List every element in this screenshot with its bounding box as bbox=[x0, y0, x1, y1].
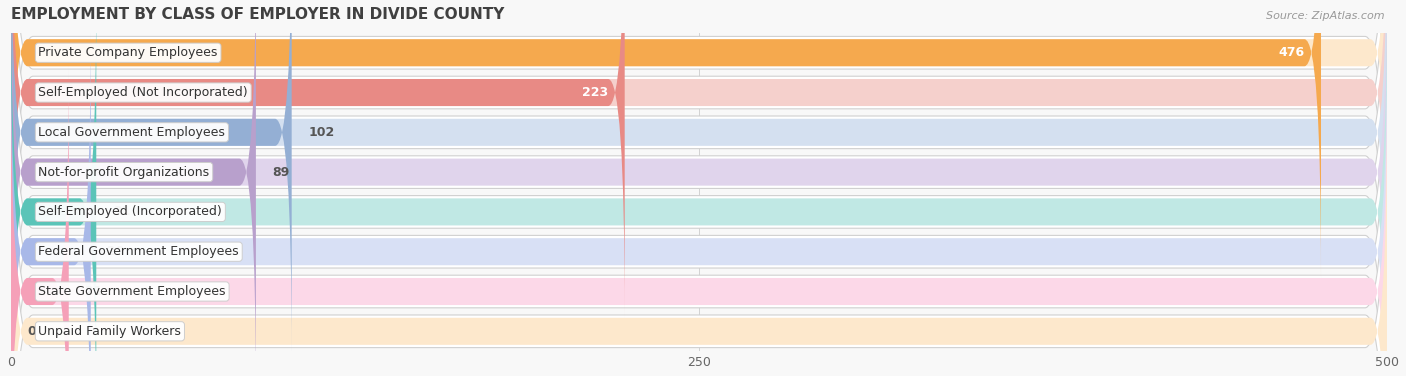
Text: 0: 0 bbox=[28, 325, 37, 338]
FancyBboxPatch shape bbox=[11, 0, 1388, 376]
FancyBboxPatch shape bbox=[11, 0, 291, 358]
Text: State Government Employees: State Government Employees bbox=[38, 285, 226, 298]
FancyBboxPatch shape bbox=[11, 0, 256, 376]
Text: 21: 21 bbox=[86, 285, 103, 298]
FancyBboxPatch shape bbox=[11, 66, 69, 376]
Text: EMPLOYMENT BY CLASS OF EMPLOYER IN DIVIDE COUNTY: EMPLOYMENT BY CLASS OF EMPLOYER IN DIVID… bbox=[11, 7, 505, 22]
FancyBboxPatch shape bbox=[11, 0, 1388, 376]
Text: 29: 29 bbox=[107, 245, 125, 258]
Text: 89: 89 bbox=[273, 165, 290, 179]
FancyBboxPatch shape bbox=[11, 0, 96, 376]
FancyBboxPatch shape bbox=[11, 26, 1388, 376]
Text: Unpaid Family Workers: Unpaid Family Workers bbox=[38, 325, 181, 338]
FancyBboxPatch shape bbox=[11, 106, 1388, 376]
FancyBboxPatch shape bbox=[11, 0, 1388, 376]
Text: Self-Employed (Not Incorporated): Self-Employed (Not Incorporated) bbox=[38, 86, 247, 99]
FancyBboxPatch shape bbox=[11, 29, 1388, 376]
FancyBboxPatch shape bbox=[11, 66, 1388, 376]
Text: 223: 223 bbox=[582, 86, 609, 99]
FancyBboxPatch shape bbox=[11, 0, 1322, 278]
Text: Not-for-profit Organizations: Not-for-profit Organizations bbox=[38, 165, 209, 179]
FancyBboxPatch shape bbox=[11, 0, 1388, 355]
FancyBboxPatch shape bbox=[11, 0, 1388, 376]
Text: Source: ZipAtlas.com: Source: ZipAtlas.com bbox=[1267, 11, 1385, 21]
FancyBboxPatch shape bbox=[11, 0, 1388, 318]
FancyBboxPatch shape bbox=[11, 0, 1388, 376]
Text: 476: 476 bbox=[1278, 46, 1305, 59]
Text: Self-Employed (Incorporated): Self-Employed (Incorporated) bbox=[38, 205, 222, 218]
FancyBboxPatch shape bbox=[11, 0, 1388, 376]
FancyBboxPatch shape bbox=[11, 0, 1388, 358]
Text: 102: 102 bbox=[308, 126, 335, 139]
Text: Local Government Employees: Local Government Employees bbox=[38, 126, 225, 139]
Text: Federal Government Employees: Federal Government Employees bbox=[38, 245, 239, 258]
FancyBboxPatch shape bbox=[11, 0, 1388, 376]
Text: 31: 31 bbox=[112, 205, 131, 218]
Text: Private Company Employees: Private Company Employees bbox=[38, 46, 218, 59]
FancyBboxPatch shape bbox=[11, 0, 624, 318]
FancyBboxPatch shape bbox=[11, 26, 91, 376]
FancyBboxPatch shape bbox=[11, 0, 1388, 278]
FancyBboxPatch shape bbox=[11, 0, 1388, 376]
